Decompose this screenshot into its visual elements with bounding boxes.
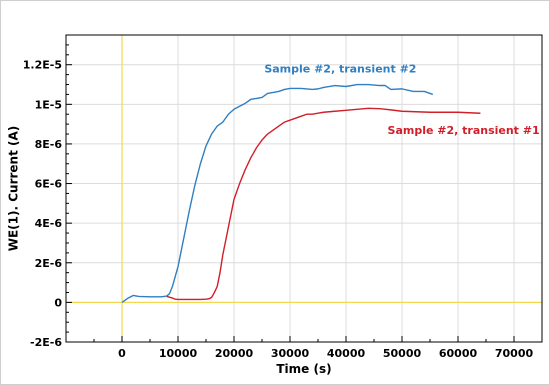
- series-annotation-2: Sample #2, transient #1: [388, 124, 540, 137]
- series-line-2: [166, 107, 481, 301]
- y-tick-label: 1E-5: [35, 98, 62, 111]
- y-tick-label: -2E-6: [30, 336, 62, 349]
- series-line-1: [121, 83, 434, 303]
- x-tick-label: 30000: [271, 347, 310, 360]
- x-tick-label: 20000: [215, 347, 254, 360]
- plot-border: [65, 34, 543, 343]
- y-tick-label: 1.2E-5: [23, 59, 62, 72]
- y-tick-label: 8E-6: [35, 138, 63, 151]
- x-axis-title: Time (s): [276, 362, 331, 376]
- y-tick-label: 4E-6: [35, 217, 63, 230]
- tick-labels: 0 10000 20000 30000 40000 50000 60000 70000 -2E-…: [23, 59, 534, 360]
- x-tick-label: 70000: [495, 347, 534, 360]
- series-annotations: Sample #2, transient #2 Sample #2, transi…: [264, 63, 539, 137]
- x-tick-label: 0: [118, 347, 126, 360]
- grid-layer: [66, 35, 542, 342]
- x-tick-label: 40000: [327, 347, 366, 360]
- y-tick-label: 0: [54, 296, 62, 309]
- tick-layer: [65, 34, 543, 343]
- y-axis-title: WE(1). Current (A): [7, 126, 21, 252]
- y-tick-label: 6E-6: [35, 178, 63, 191]
- series-layer: [121, 83, 481, 303]
- series-annotation-1: Sample #2, transient #2: [264, 63, 416, 76]
- x-tick-label: 50000: [383, 347, 422, 360]
- x-tick-label: 10000: [159, 347, 198, 360]
- x-tick-label: 60000: [439, 347, 478, 360]
- reference-lines: [66, 35, 542, 342]
- y-tick-label: 2E-6: [35, 257, 63, 270]
